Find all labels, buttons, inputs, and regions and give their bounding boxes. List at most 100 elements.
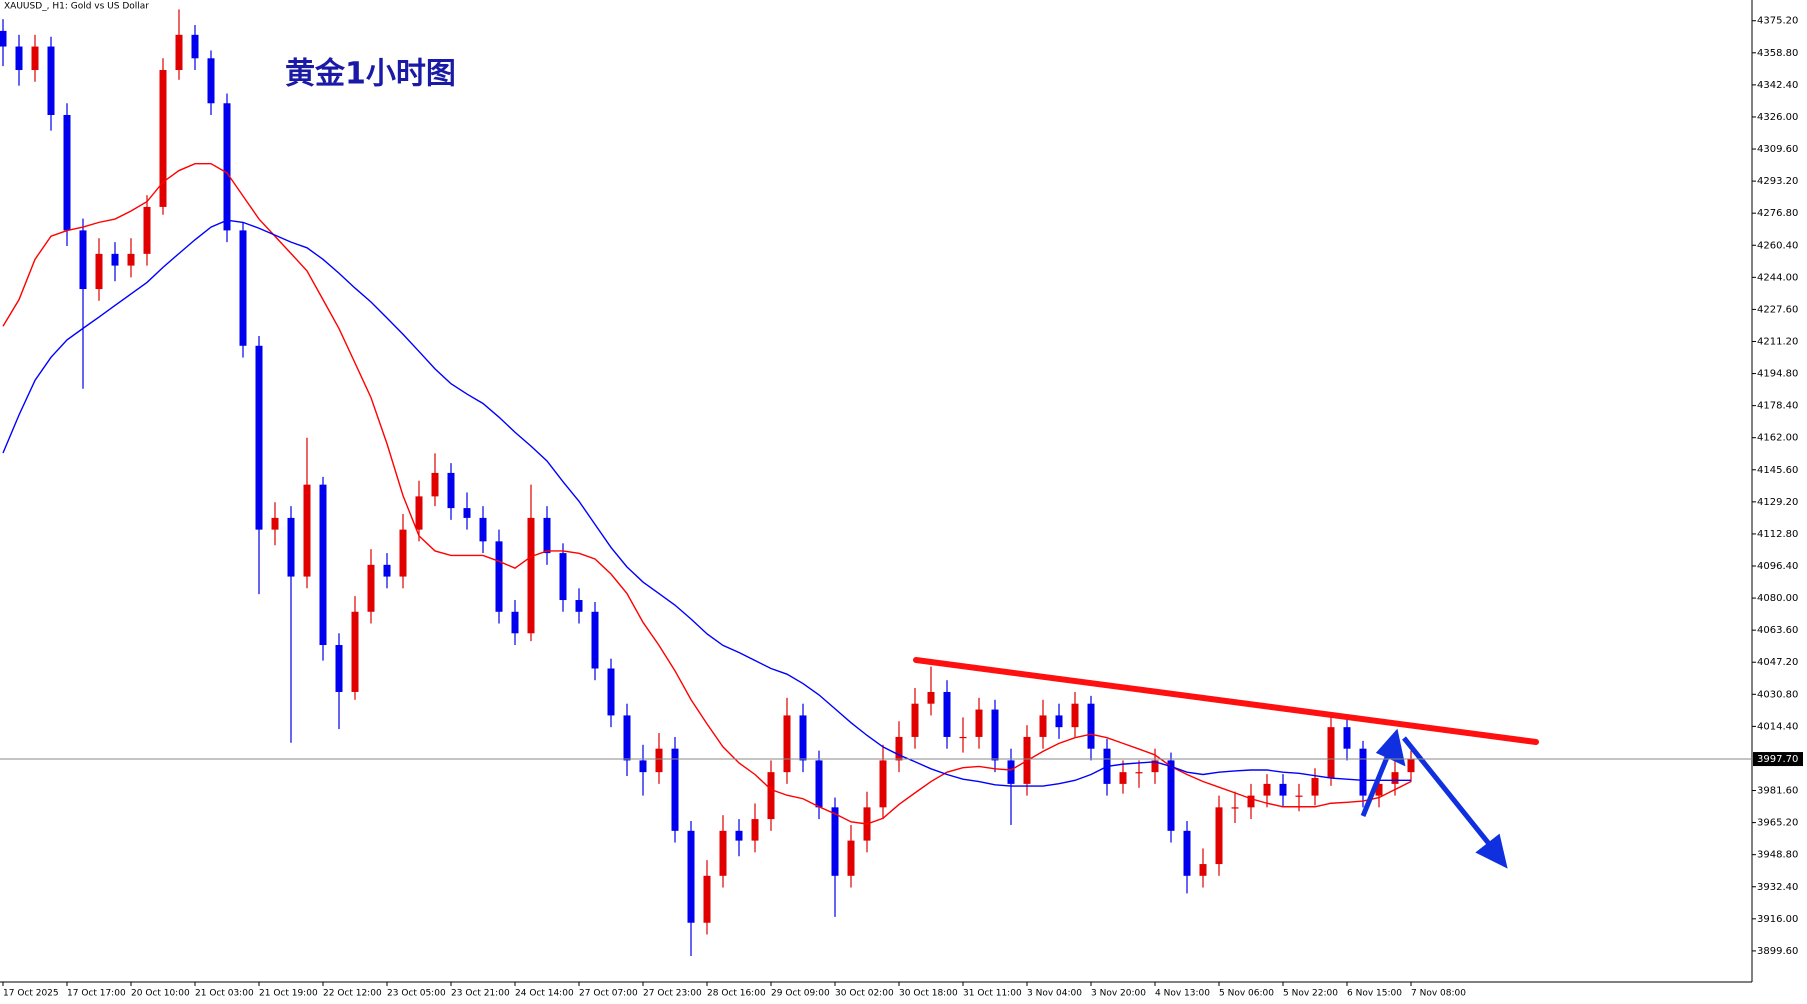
y-tick-label: 3932.40 bbox=[1757, 882, 1798, 893]
candle-body bbox=[191, 34, 199, 59]
candle-body bbox=[1311, 778, 1319, 796]
y-tick-label: 4358.80 bbox=[1757, 48, 1798, 59]
y-tick-label: 4063.60 bbox=[1757, 625, 1798, 636]
candle-body bbox=[879, 760, 887, 808]
candle-body bbox=[1327, 727, 1335, 779]
candle-body bbox=[207, 58, 215, 104]
candle-body bbox=[335, 645, 343, 692]
candle-body bbox=[0, 30, 7, 47]
x-tick-label: 29 Oct 09:00 bbox=[771, 989, 830, 999]
candle-body bbox=[143, 206, 151, 254]
candle-body bbox=[1199, 864, 1207, 876]
x-tick-label: 20 Oct 10:00 bbox=[131, 989, 190, 999]
candle-body bbox=[671, 748, 679, 831]
current-price-label: 3997.70 bbox=[1757, 754, 1798, 765]
candle-body bbox=[351, 611, 359, 692]
candle-body bbox=[943, 691, 951, 737]
y-tick-label: 4162.00 bbox=[1757, 433, 1798, 444]
candle-body bbox=[575, 600, 583, 612]
x-tick-label: 28 Oct 16:00 bbox=[707, 989, 766, 999]
candle-body bbox=[559, 553, 567, 601]
candle-body bbox=[447, 472, 455, 509]
candle-body bbox=[799, 715, 807, 761]
candle-body bbox=[1391, 772, 1399, 784]
candle-body bbox=[303, 484, 311, 577]
y-tick-label: 4293.20 bbox=[1757, 176, 1798, 187]
candle-body bbox=[687, 830, 695, 923]
y-tick-label: 4194.80 bbox=[1757, 369, 1798, 380]
candle-body bbox=[767, 772, 775, 820]
candle-body bbox=[95, 253, 103, 290]
y-tick-label: 4014.40 bbox=[1757, 721, 1798, 732]
candle-body bbox=[895, 736, 903, 761]
x-tick-label: 17 Oct 2025 bbox=[3, 989, 59, 999]
x-tick-label: 5 Nov 06:00 bbox=[1219, 989, 1274, 999]
y-tick-label: 4211.20 bbox=[1757, 336, 1798, 347]
y-tick-label: 4260.40 bbox=[1757, 240, 1798, 251]
candle-body bbox=[815, 760, 823, 808]
y-tick-label: 4112.80 bbox=[1757, 529, 1798, 540]
moving-average bbox=[2, 219, 1411, 787]
candle-body bbox=[623, 715, 631, 761]
candle-body bbox=[1343, 727, 1351, 749]
y-tick-label: 3965.20 bbox=[1757, 818, 1798, 829]
y-tick-label: 3899.60 bbox=[1757, 946, 1798, 957]
candle-body bbox=[1215, 807, 1223, 865]
x-tick-label: 23 Oct 05:00 bbox=[387, 989, 446, 999]
candle-body bbox=[111, 253, 119, 266]
moving-average bbox=[2, 162, 1412, 825]
candle-body bbox=[991, 709, 999, 761]
x-tick-label: 27 Oct 07:00 bbox=[579, 989, 638, 999]
y-tick-label: 3948.80 bbox=[1757, 850, 1798, 861]
candle-body bbox=[47, 46, 55, 116]
candle-body bbox=[639, 760, 647, 773]
y-tick-label: 4129.20 bbox=[1757, 497, 1798, 508]
candle-body bbox=[847, 840, 855, 876]
y-tick-label: 4096.40 bbox=[1757, 561, 1798, 572]
arrow-down bbox=[1402, 736, 1496, 852]
x-tick-label: 17 Oct 17:00 bbox=[67, 989, 126, 999]
candle-body bbox=[703, 875, 711, 923]
arrow-head bbox=[1375, 728, 1406, 767]
x-tick-label: 30 Oct 18:00 bbox=[899, 989, 958, 999]
candle-body bbox=[463, 508, 471, 518]
candle-body bbox=[975, 709, 983, 737]
candle-body bbox=[1151, 760, 1159, 773]
y-tick-label: 4178.40 bbox=[1757, 401, 1798, 412]
trend-line bbox=[913, 657, 1539, 745]
candle-body bbox=[15, 46, 23, 71]
candle-body bbox=[239, 230, 247, 346]
y-tick-label: 4276.80 bbox=[1757, 208, 1798, 219]
plot bbox=[0, 9, 1415, 956]
candle-body bbox=[495, 541, 503, 612]
candle-body bbox=[1039, 715, 1047, 737]
candle-body bbox=[1359, 748, 1367, 796]
candle-body bbox=[511, 611, 519, 634]
candle-body bbox=[719, 830, 727, 876]
y-tick-label: 4047.20 bbox=[1757, 657, 1798, 668]
candle-body bbox=[1119, 772, 1127, 784]
arrow-head bbox=[1475, 833, 1508, 869]
candle-body bbox=[127, 253, 135, 266]
y-tick-label: 4145.60 bbox=[1757, 465, 1798, 476]
candle-body bbox=[271, 517, 279, 530]
x-tick-label: 31 Oct 11:00 bbox=[963, 989, 1022, 999]
candle-body bbox=[1231, 807, 1239, 809]
candle-body bbox=[1375, 783, 1383, 796]
x-tick-label: 30 Oct 02:00 bbox=[835, 989, 894, 999]
chart-title: XAUUSD_, H1: Gold vs US Dollar bbox=[4, 2, 149, 12]
x-tick-label: 22 Oct 12:00 bbox=[323, 989, 382, 999]
candle-body bbox=[159, 70, 167, 207]
candle-body bbox=[367, 564, 375, 612]
y-tick-label: 4309.60 bbox=[1757, 144, 1798, 155]
candle-body bbox=[383, 564, 391, 577]
candle-body bbox=[255, 345, 263, 530]
candle-body bbox=[1007, 760, 1015, 784]
candle-body bbox=[79, 230, 87, 290]
candle-body bbox=[31, 46, 39, 71]
candle-body bbox=[1279, 783, 1287, 796]
annotation: 黄金1小时图 bbox=[285, 57, 456, 92]
candle-body bbox=[1407, 759, 1415, 773]
candle-body bbox=[911, 703, 919, 737]
